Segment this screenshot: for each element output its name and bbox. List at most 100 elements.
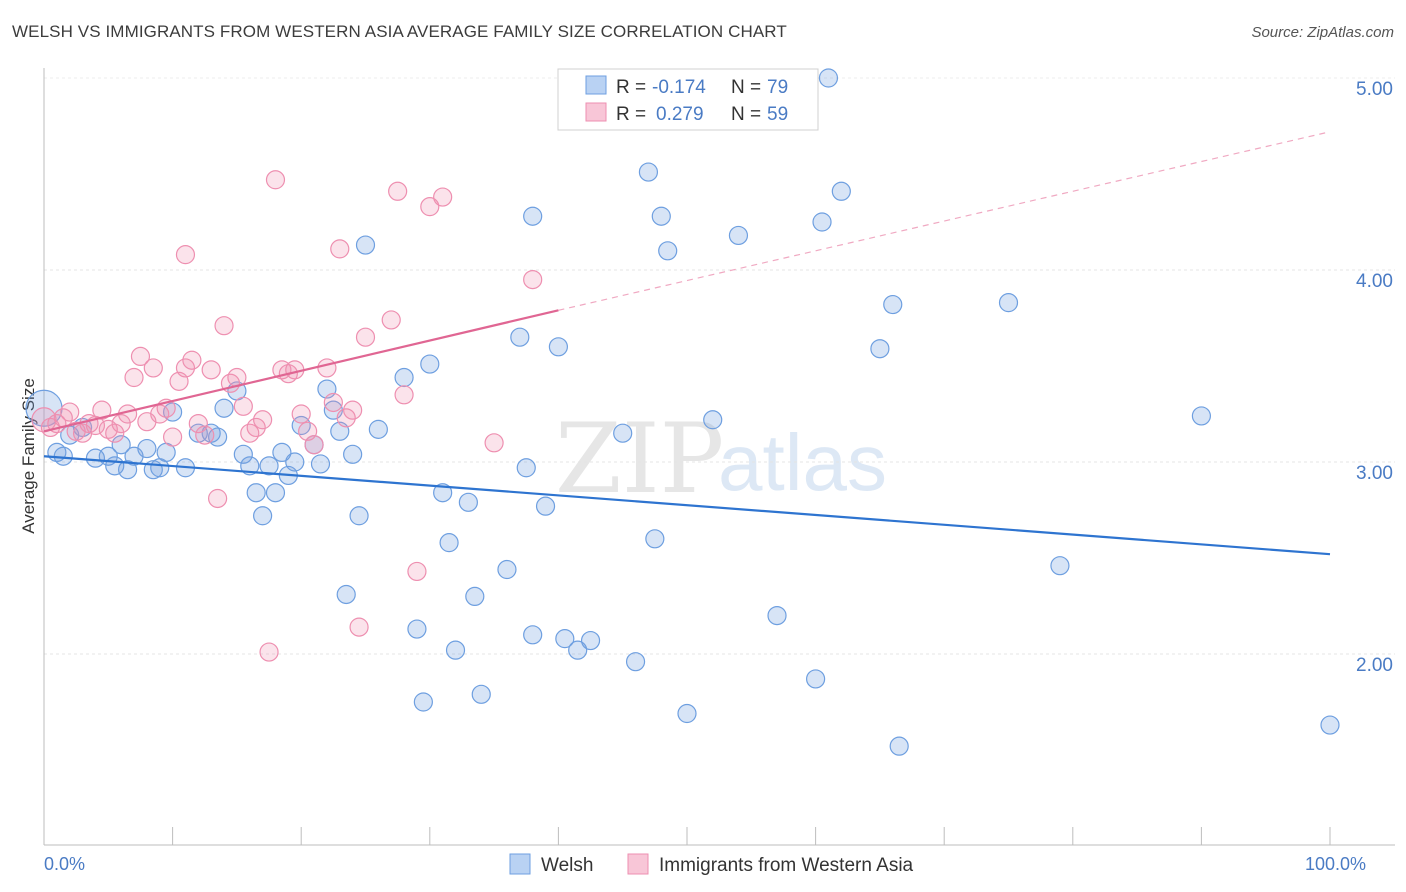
immigrants-point [420,197,440,217]
legend-r-value-immigrants: 0.279 [656,104,704,125]
y-tick-label-1: 3.00 [1356,463,1393,484]
welsh-point [407,619,427,639]
immigrants-point [523,270,543,290]
legend-n-label-immigrants: N = [731,104,761,125]
x-tick-labels: 0.0% 100.0% [44,854,1366,874]
welsh-point [240,456,260,476]
welsh-point [580,630,601,651]
welsh-point [259,456,279,476]
immigrants-point [175,358,196,378]
immigrants-point [317,358,337,378]
welsh-point [818,68,839,88]
welsh-point [336,584,356,605]
immigrants-point [265,170,286,190]
immigrants-point [349,617,369,637]
source-label: Source: ZipAtlas.com [1251,24,1394,41]
legend-r-value-welsh: -0.174 [652,77,706,98]
welsh-point [272,442,292,462]
series-legend-swatch-welsh [509,853,531,875]
immigrants-point [394,385,414,405]
welsh-point [535,496,556,516]
welsh-point [445,640,466,660]
welsh-point [1050,556,1070,576]
immigrants-point [407,561,427,582]
welsh-point [471,684,491,704]
welsh-point [246,483,266,503]
x-tick-label-end: 100.0% [1305,854,1366,874]
welsh-point [613,423,633,443]
immigrants-point [246,417,266,438]
immigrants-point [208,488,228,509]
immigrants-point [484,433,504,453]
welsh-point [812,212,832,232]
welsh-point [497,559,517,580]
welsh-point [651,206,671,226]
welsh-point [420,354,440,374]
welsh-point [523,206,543,226]
immigrants-point [182,350,202,370]
immigrants-point [355,327,376,347]
welsh-point [568,640,588,660]
immigrants-point [175,245,196,265]
welsh-point [343,444,363,464]
correlation-legend: R = -0.174 N = 79 R = 0.279 N = 59 [557,68,819,131]
welsh-point [870,339,890,359]
welsh-point [439,533,459,553]
welsh-point [310,454,331,474]
immigrants-point [330,239,350,259]
gridlines [44,77,1395,655]
immigrants-point [195,425,215,445]
immigrants-point [381,310,401,330]
welsh-point [111,435,131,455]
welsh-point [458,492,478,512]
immigrants-point [291,404,311,424]
welsh-point [1191,406,1212,426]
immigrants-point [111,414,131,434]
welsh-point [233,444,253,464]
legend-swatch-immigrants [585,102,607,122]
legend-n-value-immigrants: 59 [767,104,788,125]
x-tick-label-start: 0.0% [44,854,85,874]
immigrants-points [31,170,543,662]
immigrants-point [214,316,234,336]
legend-r-label-immigrants: R = [616,104,646,125]
legend-swatch-welsh [585,75,607,95]
watermark-zip: ZIP [555,403,724,515]
immigrants-trend-line [43,309,559,433]
welsh-point [1320,715,1340,735]
welsh-point [516,458,536,478]
immigrants-point [201,360,221,380]
welsh-point [285,452,305,472]
welsh-point [214,398,234,418]
welsh-point [523,625,543,645]
welsh-trend-line [43,455,1331,556]
welsh-point [677,703,697,724]
welsh-point [510,327,530,347]
immigrants-point [433,187,453,207]
chart-title: WELSH VS IMMIGRANTS FROM WESTERN ASIA AV… [12,22,787,41]
welsh-point [349,506,369,526]
welsh-point [433,483,453,503]
immigrants-point [304,435,324,455]
welsh-point [265,483,286,503]
y-axis-label: Average Family Size [19,378,38,534]
immigrants-point [60,402,80,422]
legend-r-label-welsh: R = [616,77,646,98]
immigrants-point [163,427,183,447]
welsh-point [355,235,376,255]
series-legend: Welsh Immigrants from Western Asia [509,853,914,876]
legend-n-label-welsh: N = [731,77,761,98]
y-tick-label-3: 5.00 [1356,79,1393,100]
welsh-point [645,529,665,549]
welsh-point [703,410,723,430]
welsh-point [883,294,903,315]
welsh-point [805,669,826,689]
welsh-point [253,506,273,526]
series-legend-label-immigrants: Immigrants from Western Asia [659,855,914,876]
series-legend-swatch-immigrants [627,853,649,875]
immigrants-point [388,181,408,201]
welsh-point [368,419,388,439]
welsh-point [555,629,575,649]
welsh-point [137,438,157,459]
